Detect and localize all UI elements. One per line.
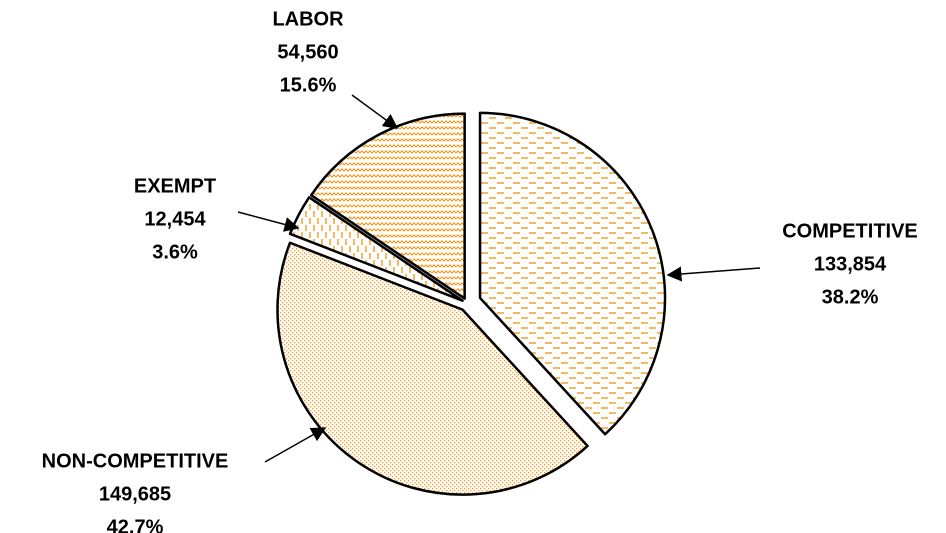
percent-label: 38.2% xyxy=(822,286,879,308)
leader-arrow xyxy=(237,211,300,232)
value-label: 12,454 xyxy=(144,208,206,230)
leader-arrow xyxy=(666,266,761,282)
value-label: 133,854 xyxy=(814,253,887,275)
pie-slice xyxy=(288,196,464,302)
percent-label: 3.6% xyxy=(152,241,198,263)
value-label: 149,685 xyxy=(99,483,171,505)
slice-label: EXEMPT xyxy=(134,175,216,197)
slice-label: COMPETITIVE xyxy=(782,220,918,242)
pie-slice xyxy=(309,112,466,300)
leader-arrow xyxy=(351,94,399,129)
leader-arrow xyxy=(264,427,327,463)
value-label: 54,560 xyxy=(277,41,338,63)
slice-label: NON-COMPETITIVE xyxy=(42,450,229,472)
pie-slice xyxy=(478,111,667,436)
slice-label: LABOR xyxy=(272,8,344,30)
percent-label: 15.6% xyxy=(280,74,337,96)
percent-label: 42.7% xyxy=(107,516,164,533)
pie-slice xyxy=(276,241,589,496)
